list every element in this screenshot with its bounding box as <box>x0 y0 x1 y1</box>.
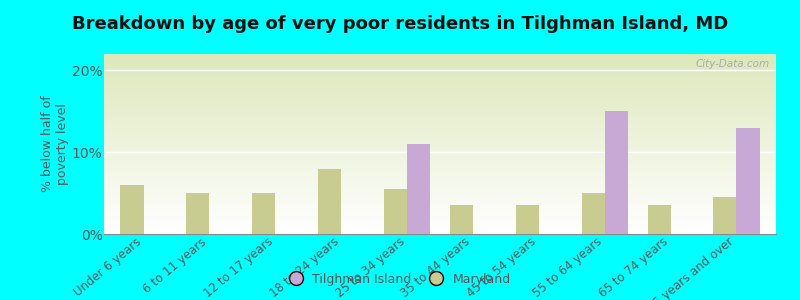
Bar <box>450 206 473 234</box>
Bar <box>647 206 670 234</box>
Bar <box>121 185 143 234</box>
Bar <box>384 189 407 234</box>
Bar <box>407 144 430 234</box>
Legend: Tilghman Island, Maryland: Tilghman Island, Maryland <box>285 268 515 291</box>
Text: Breakdown by age of very poor residents in Tilghman Island, MD: Breakdown by age of very poor residents … <box>72 15 728 33</box>
Y-axis label: % below half of
poverty level: % below half of poverty level <box>41 96 69 192</box>
Bar <box>737 128 759 234</box>
Bar <box>605 111 628 234</box>
Bar <box>516 206 539 234</box>
Bar <box>186 193 210 234</box>
Text: City-Data.com: City-Data.com <box>695 59 770 69</box>
Bar <box>252 193 275 234</box>
Bar <box>714 197 737 234</box>
Bar <box>318 169 341 234</box>
Bar <box>582 193 605 234</box>
